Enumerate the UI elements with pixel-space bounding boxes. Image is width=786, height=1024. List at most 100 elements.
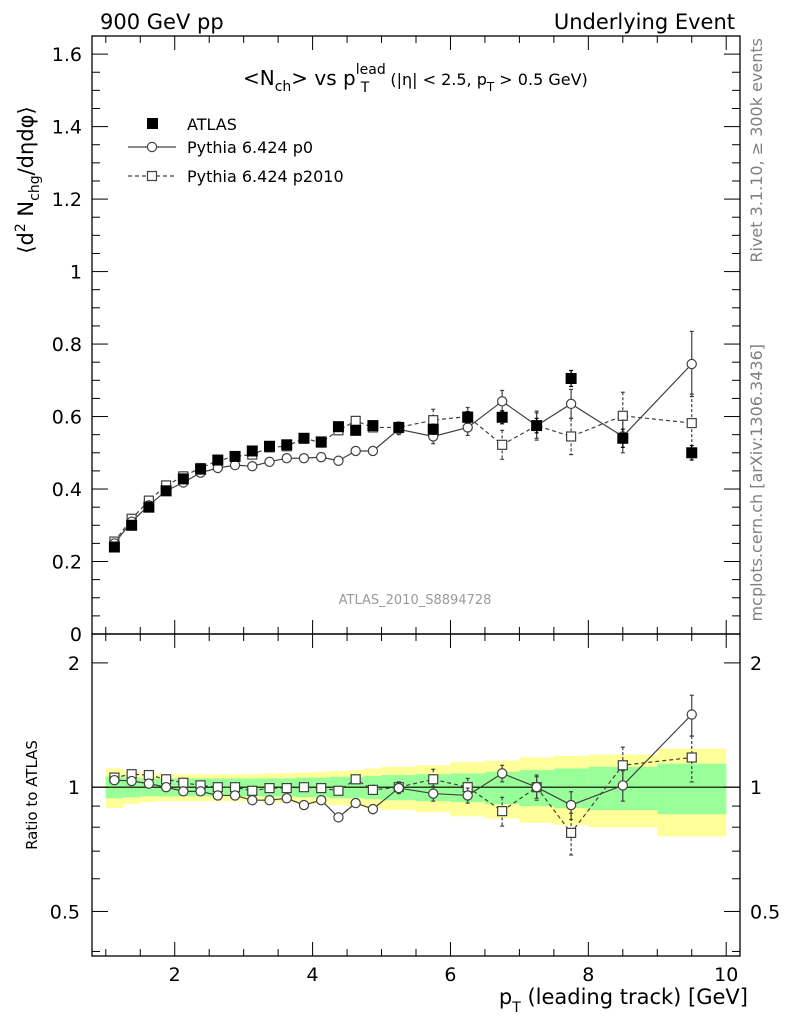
atlas-point — [212, 454, 224, 466]
atlas-point — [531, 420, 543, 432]
legend: ATLAS Pythia 6.424 p0 Pythia 6.424 p2010 — [128, 115, 344, 186]
ratio-p0-point — [350, 797, 361, 809]
main-y-tick-label: 1 — [70, 262, 82, 284]
ratio-p2010-point — [367, 784, 379, 795]
ratio-p0-point — [126, 775, 137, 787]
ratio-p0-point — [462, 790, 473, 801]
atlas-point — [246, 445, 258, 457]
legend-marker-p2010 — [146, 170, 158, 182]
ratio-p2010-point — [264, 782, 275, 794]
ratio-p0-point — [195, 786, 206, 797]
p0-point — [367, 445, 379, 457]
atlas-point — [108, 541, 120, 553]
p2010-point — [566, 431, 577, 442]
x-tick-label: 8 — [582, 964, 594, 986]
ratio-y-tick-label: 1 — [68, 777, 80, 799]
atlas-point — [350, 424, 362, 436]
main-y-tick-label: 0.2 — [52, 552, 82, 574]
ratio-p2010-line — [114, 756, 692, 834]
atlas-point — [686, 447, 698, 459]
atlas-point — [126, 519, 138, 531]
atlas-point — [315, 436, 327, 448]
p2010-point — [617, 410, 628, 421]
atlas-point — [496, 411, 508, 423]
main-y-tick-label: 0.6 — [52, 407, 82, 429]
x-tick-label: 4 — [307, 964, 319, 986]
ratio-p0-point — [428, 788, 439, 799]
p0-point — [350, 445, 361, 457]
ratio-p2010-point — [178, 777, 189, 788]
atlas-point — [281, 439, 293, 451]
ratio-p2010-point — [350, 774, 361, 785]
ratio-p0-point — [281, 793, 292, 804]
ratio-p0-point — [333, 812, 344, 823]
ratio-p0-point — [565, 799, 577, 811]
atlas-point — [264, 440, 276, 452]
p2010-point — [686, 417, 697, 429]
ratio-p0-point — [316, 794, 327, 806]
ratio-p0-point — [212, 790, 224, 801]
p0-point — [298, 453, 310, 464]
atlas-point — [160, 485, 172, 497]
legend-label-p0: Pythia 6.424 p0 — [187, 138, 313, 157]
main-y-tick-label: 0.4 — [52, 479, 82, 501]
p0-point — [316, 451, 327, 463]
p2010-point — [497, 439, 508, 450]
main-panel: 0 0.2 0.4 0.6 0.8 1 1.2 1.4 1.6 <Nch> vs plead T … — [13, 35, 741, 646]
ratio-p2010-point — [686, 752, 697, 763]
atlas-point — [393, 421, 405, 433]
ratio-p0-point — [160, 781, 172, 793]
ratio-p2010-point — [497, 806, 508, 817]
ratio-p0-point — [496, 768, 508, 779]
ratio-p2010-point — [316, 782, 327, 794]
ratio-y-axis-label: Ratio to ATLAS — [23, 740, 41, 850]
p0-point — [264, 456, 275, 468]
ratio-p0-point — [298, 799, 310, 811]
p2010-point — [428, 415, 439, 426]
ratio-p2010-point — [428, 774, 439, 785]
ratio-p0-point — [686, 709, 697, 720]
p0-point — [686, 358, 697, 370]
header-right: Underlying Event — [554, 10, 735, 34]
atlas-point — [143, 501, 155, 513]
ratio-p0-point — [393, 782, 404, 794]
legend-label-p2010: Pythia 6.424 p2010 — [187, 167, 344, 186]
atlas-point — [367, 420, 379, 432]
p0-point — [281, 453, 292, 464]
watermark: ATLAS_2010_S8894728 — [339, 593, 492, 608]
p0-point — [333, 455, 344, 466]
atlas-point — [565, 372, 577, 384]
ratio-p2010-point — [333, 785, 344, 796]
ratio-p2010-point — [566, 827, 577, 838]
x-tick-label: 10 — [714, 964, 738, 986]
ratio-y-tick-label: 2 — [68, 653, 80, 675]
p0-point — [565, 398, 577, 410]
ratio-y-tick-label-right: 1 — [750, 777, 762, 799]
ratio-p2010-point — [143, 769, 154, 781]
chart-title: <Nch> vs plead T (|η| < 2.5, pT > 0.5 GeV… — [243, 62, 588, 96]
atlas-point — [298, 432, 310, 444]
atlas-point — [195, 463, 207, 475]
main-y-tick-label: 0.8 — [52, 334, 82, 356]
p0-point — [247, 460, 258, 472]
atlas-point — [332, 421, 344, 433]
y-axis-label: ⟨d2 Nchg/dηdφ⟩ — [13, 106, 43, 253]
ratio-panel: 2 4 6 8 10 0.5 0.5 1 1 2 2 Ratio to ATLAS pT (lead… — [23, 633, 780, 1016]
x-tick-label: 2 — [169, 964, 181, 986]
header-left: 900 GeV pp — [100, 10, 224, 34]
p0-point — [462, 422, 473, 433]
ratio-p0-point — [178, 786, 189, 797]
atlas-point — [229, 450, 241, 462]
p0-point — [496, 396, 508, 407]
atlas-point — [427, 423, 439, 435]
legend-marker-atlas — [147, 118, 158, 129]
ratio-p2010-point — [617, 760, 628, 771]
ratio-p0-point — [109, 774, 120, 786]
main-y-tick-label: 1.6 — [52, 44, 82, 66]
ratio-p0-point — [617, 780, 629, 791]
ratio-y-tick-label: 0.5 — [50, 901, 80, 923]
ratio-y-tick-label-right: 2 — [750, 653, 762, 675]
ratio-p2010-point — [281, 782, 292, 794]
ratio-p2010-point — [247, 785, 258, 796]
ratio-p0-point — [264, 794, 275, 806]
